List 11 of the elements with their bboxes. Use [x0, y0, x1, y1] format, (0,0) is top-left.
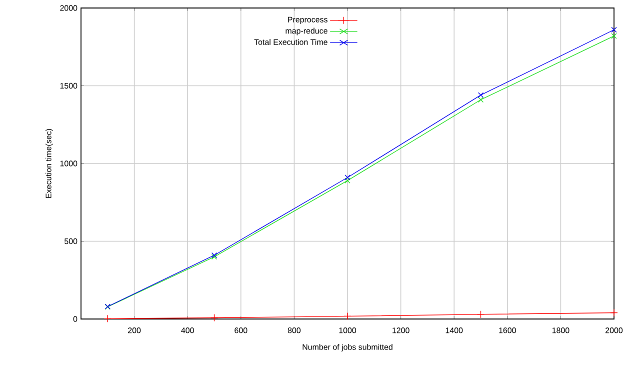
point: [344, 178, 350, 184]
point: [611, 33, 617, 39]
point: [344, 312, 352, 320]
point: [344, 174, 350, 180]
point: [611, 26, 617, 33]
point: [210, 314, 218, 322]
point: [478, 92, 484, 98]
point: [476, 310, 485, 318]
point: [104, 314, 112, 323]
point: [478, 96, 484, 103]
point: [610, 308, 618, 317]
